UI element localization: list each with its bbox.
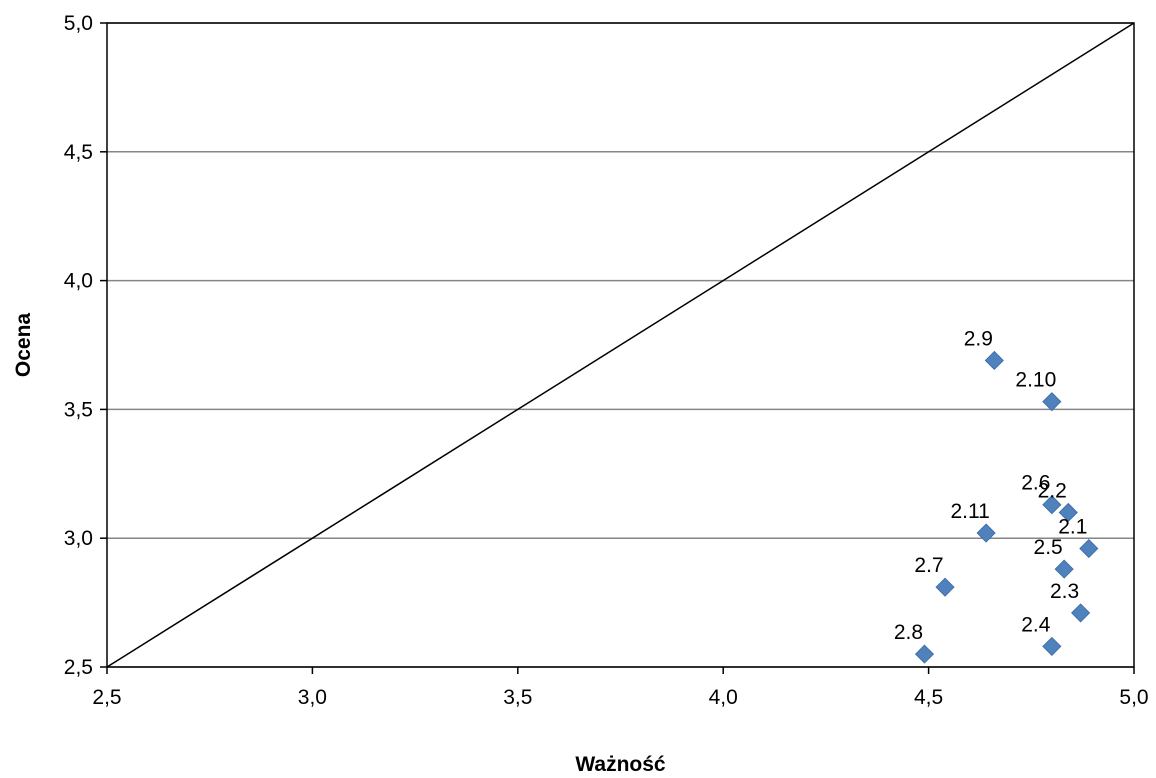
data-label-2-9: 2.9	[964, 327, 993, 350]
data-label-2-1: 2.1	[1058, 516, 1087, 539]
x-tick-label: 5,0	[1119, 686, 1148, 709]
data-label-2-6: 2.6	[1021, 472, 1050, 495]
x-tick-label: 3,5	[503, 686, 532, 709]
x-tick-label: 4,5	[914, 686, 943, 709]
data-point-2-5	[1054, 559, 1074, 579]
y-tick-label: 4,0	[64, 270, 93, 293]
data-point-2-2	[1058, 502, 1078, 523]
data-points	[914, 350, 1099, 664]
data-point-2-11	[976, 523, 996, 543]
data-point-2-3	[1071, 603, 1091, 623]
data-point-2-9	[984, 350, 1004, 371]
x-tick-label: 3,0	[298, 686, 327, 709]
data-label-2-11: 2.11	[950, 500, 989, 523]
data-point-2-1	[1079, 538, 1099, 559]
y-axis-title: Ocena	[12, 313, 35, 378]
x-axis-ticks: 2,5 3,0 3,5 4,0 4,5 5,0	[92, 667, 1149, 709]
data-point-2-10	[1042, 392, 1062, 412]
data-labels: 2.1 2.2 2.3 2.4 2.5 2.6 2.7 2.8 2.9 2.10 2.11	[894, 327, 1088, 644]
x-axis-title: Ważność	[575, 753, 666, 776]
y-tick-label: 3,0	[64, 527, 93, 550]
data-point-2-8	[914, 644, 935, 664]
x-tick-label: 4,0	[709, 686, 738, 709]
data-label-2-8: 2.8	[894, 621, 923, 644]
y-tick-label: 2,5	[64, 656, 93, 679]
data-point-2-4	[1042, 636, 1062, 656]
data-label-2-7: 2.7	[914, 554, 943, 577]
y-tick-label: 3,5	[64, 398, 93, 421]
data-label-2-10: 2.10	[1015, 369, 1056, 392]
y-tick-label: 4,5	[64, 141, 93, 164]
data-label-2-4: 2.4	[1021, 613, 1051, 636]
diagonal-reference-line	[106, 22, 1135, 668]
y-tick-label: 5,0	[64, 12, 93, 35]
plot-area-border	[106, 22, 1135, 668]
data-point-2-7	[935, 577, 955, 597]
x-tick-label: 2,5	[92, 686, 121, 709]
y-axis-ticks: 2,5 3,0 3,5 4,0 4,5 5,0	[64, 12, 107, 679]
data-label-2-2: 2.2	[1038, 479, 1067, 502]
data-point-2-6	[1042, 495, 1062, 515]
data-label-2-3: 2.3	[1050, 580, 1079, 603]
data-label-2-5: 2.5	[1034, 536, 1063, 559]
